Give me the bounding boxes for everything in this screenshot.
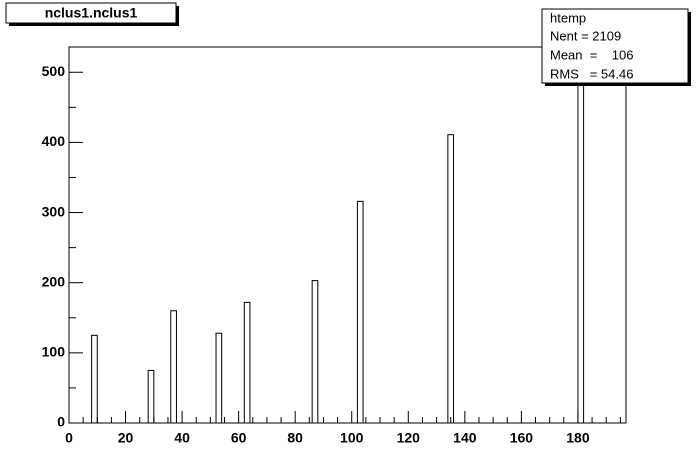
y-tick-label: 200	[42, 273, 66, 289]
bar	[91, 334, 98, 424]
x-tick-label: 20	[118, 430, 134, 446]
x-tick-label: 180	[566, 430, 590, 446]
bars	[91, 57, 585, 424]
plot-frame	[68, 46, 627, 424]
bar	[577, 57, 585, 424]
stats-line: RMS = 54.46	[550, 66, 633, 81]
stats-line: Mean = 106	[550, 47, 633, 62]
bar	[170, 310, 177, 424]
bar	[215, 332, 223, 424]
y-tick-label: 300	[42, 203, 66, 219]
bar	[311, 280, 319, 424]
bar	[147, 369, 155, 424]
x-tick-label: 100	[340, 430, 364, 446]
x-tick-label: 40	[174, 430, 190, 446]
stats-box	[541, 8, 689, 84]
title-box	[5, 2, 177, 24]
x-tick-label: 160	[510, 430, 534, 446]
x-tick-label: 120	[397, 430, 421, 446]
chart-title: nclus1.nclus1	[45, 5, 138, 21]
y-tick-label: 500	[42, 63, 66, 79]
x-tick-label: 80	[287, 430, 303, 446]
y-tick-label: 0	[57, 414, 65, 430]
x-tick-label: 60	[231, 430, 247, 446]
stats-title: htemp	[550, 10, 586, 25]
stats-line: Nent = 2109	[550, 28, 621, 43]
y-tick-label: 400	[42, 133, 66, 149]
bar	[243, 301, 251, 424]
y-tick-label: 100	[42, 344, 66, 360]
bar	[447, 134, 455, 424]
bar	[356, 200, 364, 424]
x-tick-label: 0	[65, 430, 73, 446]
x-tick-label: 140	[453, 430, 477, 446]
